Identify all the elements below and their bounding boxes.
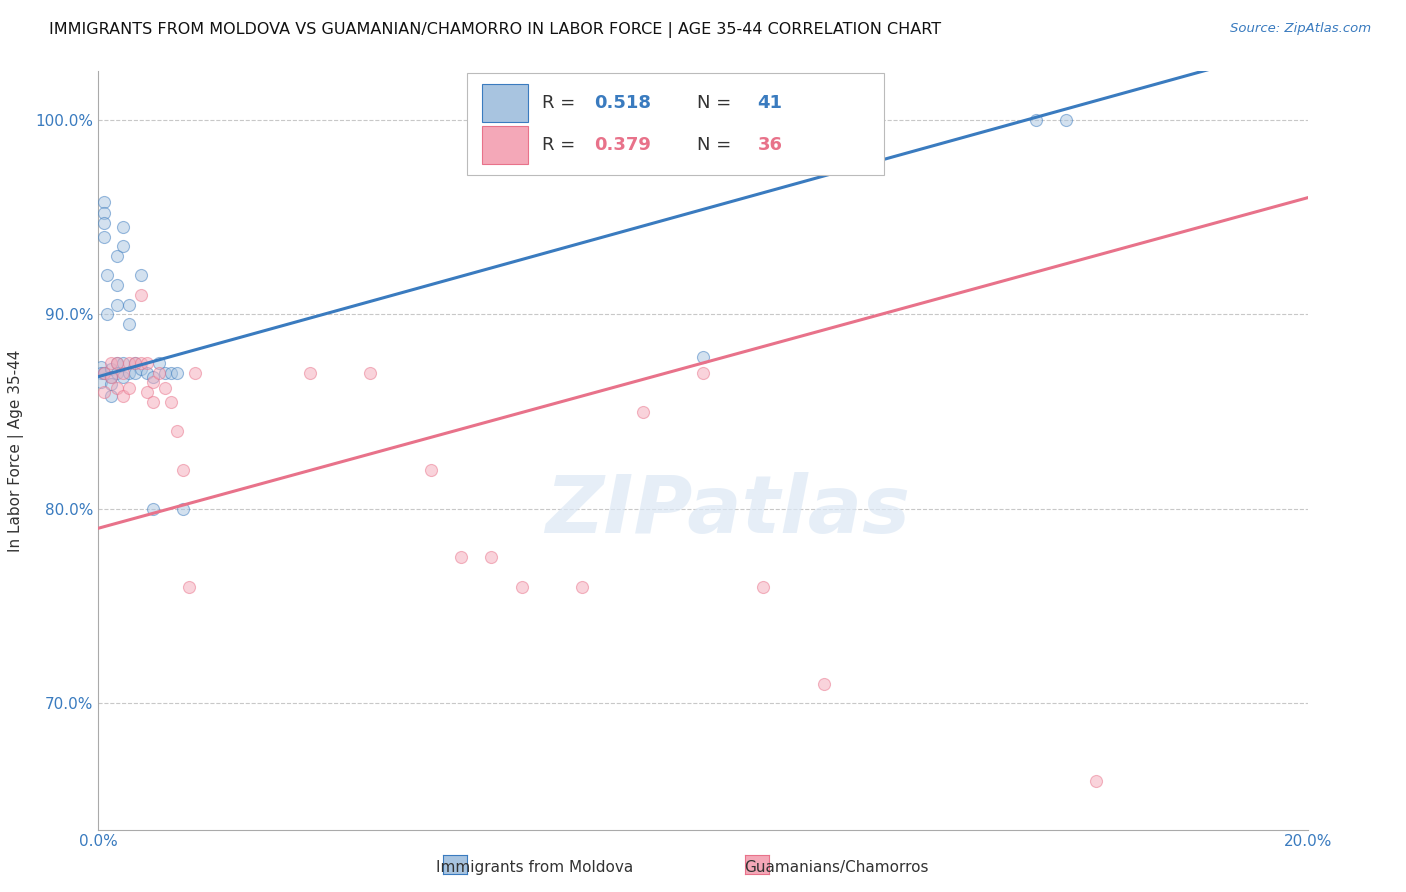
Text: R =: R = bbox=[543, 95, 581, 112]
Point bbox=[100, 377, 122, 392]
Point bbox=[450, 550, 472, 565]
Point bbox=[93, 206, 115, 220]
Point bbox=[1054, 112, 1077, 127]
Point bbox=[124, 366, 146, 380]
Point bbox=[129, 361, 152, 376]
Point bbox=[142, 376, 165, 390]
Point bbox=[111, 219, 134, 234]
Text: 41: 41 bbox=[758, 95, 782, 112]
FancyBboxPatch shape bbox=[467, 73, 884, 175]
Point bbox=[93, 194, 115, 209]
Point bbox=[166, 424, 188, 438]
Point bbox=[96, 268, 118, 283]
Point bbox=[93, 366, 115, 380]
Point bbox=[153, 381, 176, 395]
Point bbox=[813, 677, 835, 691]
Point bbox=[299, 366, 322, 380]
Y-axis label: In Labor Force | Age 35-44: In Labor Force | Age 35-44 bbox=[8, 350, 24, 551]
Text: Immigrants from Moldova: Immigrants from Moldova bbox=[436, 860, 633, 874]
Point bbox=[129, 356, 152, 370]
Point bbox=[179, 580, 201, 594]
Point bbox=[100, 369, 122, 384]
Point bbox=[118, 298, 141, 312]
Point bbox=[752, 580, 775, 594]
Bar bbox=[482, 126, 527, 164]
Point bbox=[129, 288, 152, 302]
Point bbox=[160, 366, 183, 380]
Point bbox=[105, 356, 128, 370]
Point bbox=[118, 366, 141, 380]
Point bbox=[153, 366, 176, 380]
Point bbox=[148, 356, 170, 370]
Point bbox=[105, 249, 128, 263]
Point bbox=[111, 366, 134, 380]
Text: IMMIGRANTS FROM MOLDOVA VS GUAMANIAN/CHAMORRO IN LABOR FORCE | AGE 35-44 CORRELA: IMMIGRANTS FROM MOLDOVA VS GUAMANIAN/CHA… bbox=[49, 22, 942, 38]
Point bbox=[93, 366, 115, 380]
Point bbox=[571, 580, 593, 594]
Point bbox=[129, 268, 152, 283]
Point bbox=[111, 239, 134, 253]
Point bbox=[481, 550, 503, 565]
Point bbox=[96, 307, 118, 321]
Point bbox=[118, 317, 141, 331]
Text: N =: N = bbox=[697, 136, 737, 154]
Text: 0.379: 0.379 bbox=[595, 136, 651, 154]
Text: Source: ZipAtlas.com: Source: ZipAtlas.com bbox=[1230, 22, 1371, 36]
Text: Guamanians/Chamorros: Guamanians/Chamorros bbox=[744, 860, 929, 874]
Point bbox=[166, 366, 188, 380]
Point bbox=[111, 389, 134, 403]
Point bbox=[90, 376, 112, 390]
Point bbox=[100, 361, 122, 376]
Point bbox=[172, 463, 194, 477]
Point bbox=[105, 298, 128, 312]
Bar bbox=[482, 84, 527, 122]
Point bbox=[148, 366, 170, 380]
Point bbox=[142, 395, 165, 409]
Text: R =: R = bbox=[543, 136, 581, 154]
Point bbox=[172, 501, 194, 516]
Point bbox=[100, 389, 122, 403]
Point bbox=[100, 369, 122, 384]
Point bbox=[142, 501, 165, 516]
Point bbox=[93, 229, 115, 244]
Point bbox=[111, 369, 134, 384]
Text: ZIPatlas: ZIPatlas bbox=[544, 472, 910, 550]
Point bbox=[118, 356, 141, 370]
Text: N =: N = bbox=[697, 95, 737, 112]
Point bbox=[90, 359, 112, 374]
Point bbox=[692, 366, 714, 380]
Point bbox=[93, 385, 115, 400]
Point bbox=[160, 395, 183, 409]
Point bbox=[184, 366, 207, 380]
Point bbox=[1024, 112, 1046, 127]
Point bbox=[692, 350, 714, 364]
Point bbox=[105, 381, 128, 395]
Point bbox=[1085, 774, 1108, 789]
Point bbox=[360, 366, 382, 380]
Point bbox=[420, 463, 443, 477]
Point bbox=[105, 356, 128, 370]
Point bbox=[124, 356, 146, 370]
Point bbox=[105, 366, 128, 380]
Point bbox=[105, 278, 128, 293]
Point bbox=[111, 356, 134, 370]
Text: 36: 36 bbox=[758, 136, 782, 154]
Point bbox=[100, 356, 122, 370]
Point bbox=[135, 385, 157, 400]
Point bbox=[124, 356, 146, 370]
Point bbox=[142, 369, 165, 384]
Point bbox=[135, 356, 157, 370]
Point bbox=[135, 366, 157, 380]
Text: 0.518: 0.518 bbox=[595, 95, 651, 112]
Point bbox=[631, 404, 654, 418]
Point bbox=[93, 216, 115, 230]
Point bbox=[510, 580, 533, 594]
Point bbox=[118, 381, 141, 395]
Point bbox=[90, 366, 112, 380]
